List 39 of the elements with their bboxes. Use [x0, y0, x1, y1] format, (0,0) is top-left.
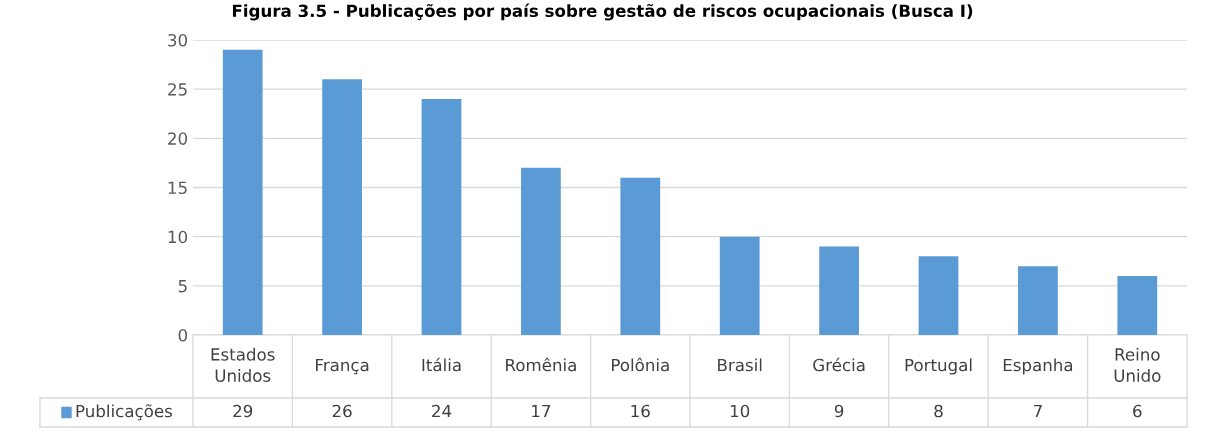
y-tick-label: 30 — [168, 33, 188, 47]
bar — [521, 167, 561, 335]
y-tick-label: 10 — [168, 230, 188, 244]
data-label: 24 — [432, 404, 452, 418]
bar — [222, 49, 263, 335]
x-tick-label: Reino Unido — [1114, 347, 1161, 382]
y-tick-label: 25 — [168, 83, 187, 96]
x-tick-label: Brasil — [718, 358, 762, 372]
bar — [819, 246, 859, 335]
legend-label: Publicações — [76, 404, 173, 421]
bar — [620, 177, 661, 335]
y-tick-label: 15 — [168, 181, 187, 195]
data-label: 7 — [1033, 404, 1042, 418]
data-label: 26 — [332, 404, 352, 418]
x-tick-label: Romênia — [506, 357, 576, 372]
bar — [1117, 276, 1158, 335]
x-tick-label: Polônia — [612, 357, 669, 372]
x-tick-label: França — [316, 358, 369, 375]
x-tick-label: Portugal — [905, 358, 972, 375]
data-label: 29 — [233, 404, 253, 418]
data-label: 17 — [532, 404, 551, 418]
bar — [918, 256, 959, 335]
x-tick-label: Estados Unidos — [211, 347, 275, 382]
y-tick-label: 0 — [178, 328, 188, 342]
x-tick-label: Itália — [422, 357, 461, 372]
data-label: 6 — [1133, 404, 1142, 418]
chart-title: Figura 3.5 - Publicações por país sobre gestão de riscos ocupacionais (Busca I) — [232, 3, 973, 21]
y-tick-label: 20 — [168, 132, 188, 145]
x-tick-label: Grécia — [813, 357, 865, 372]
data-label: 8 — [934, 404, 943, 418]
data-label: 9 — [834, 404, 844, 418]
y-tick-label: 5 — [178, 280, 187, 293]
bar — [421, 99, 462, 335]
data-label: 10 — [730, 404, 750, 418]
bar — [322, 79, 362, 335]
x-tick-label: Espanha — [1003, 358, 1073, 375]
bar — [1018, 266, 1058, 335]
bar — [719, 236, 760, 335]
data-label: 16 — [631, 404, 650, 418]
